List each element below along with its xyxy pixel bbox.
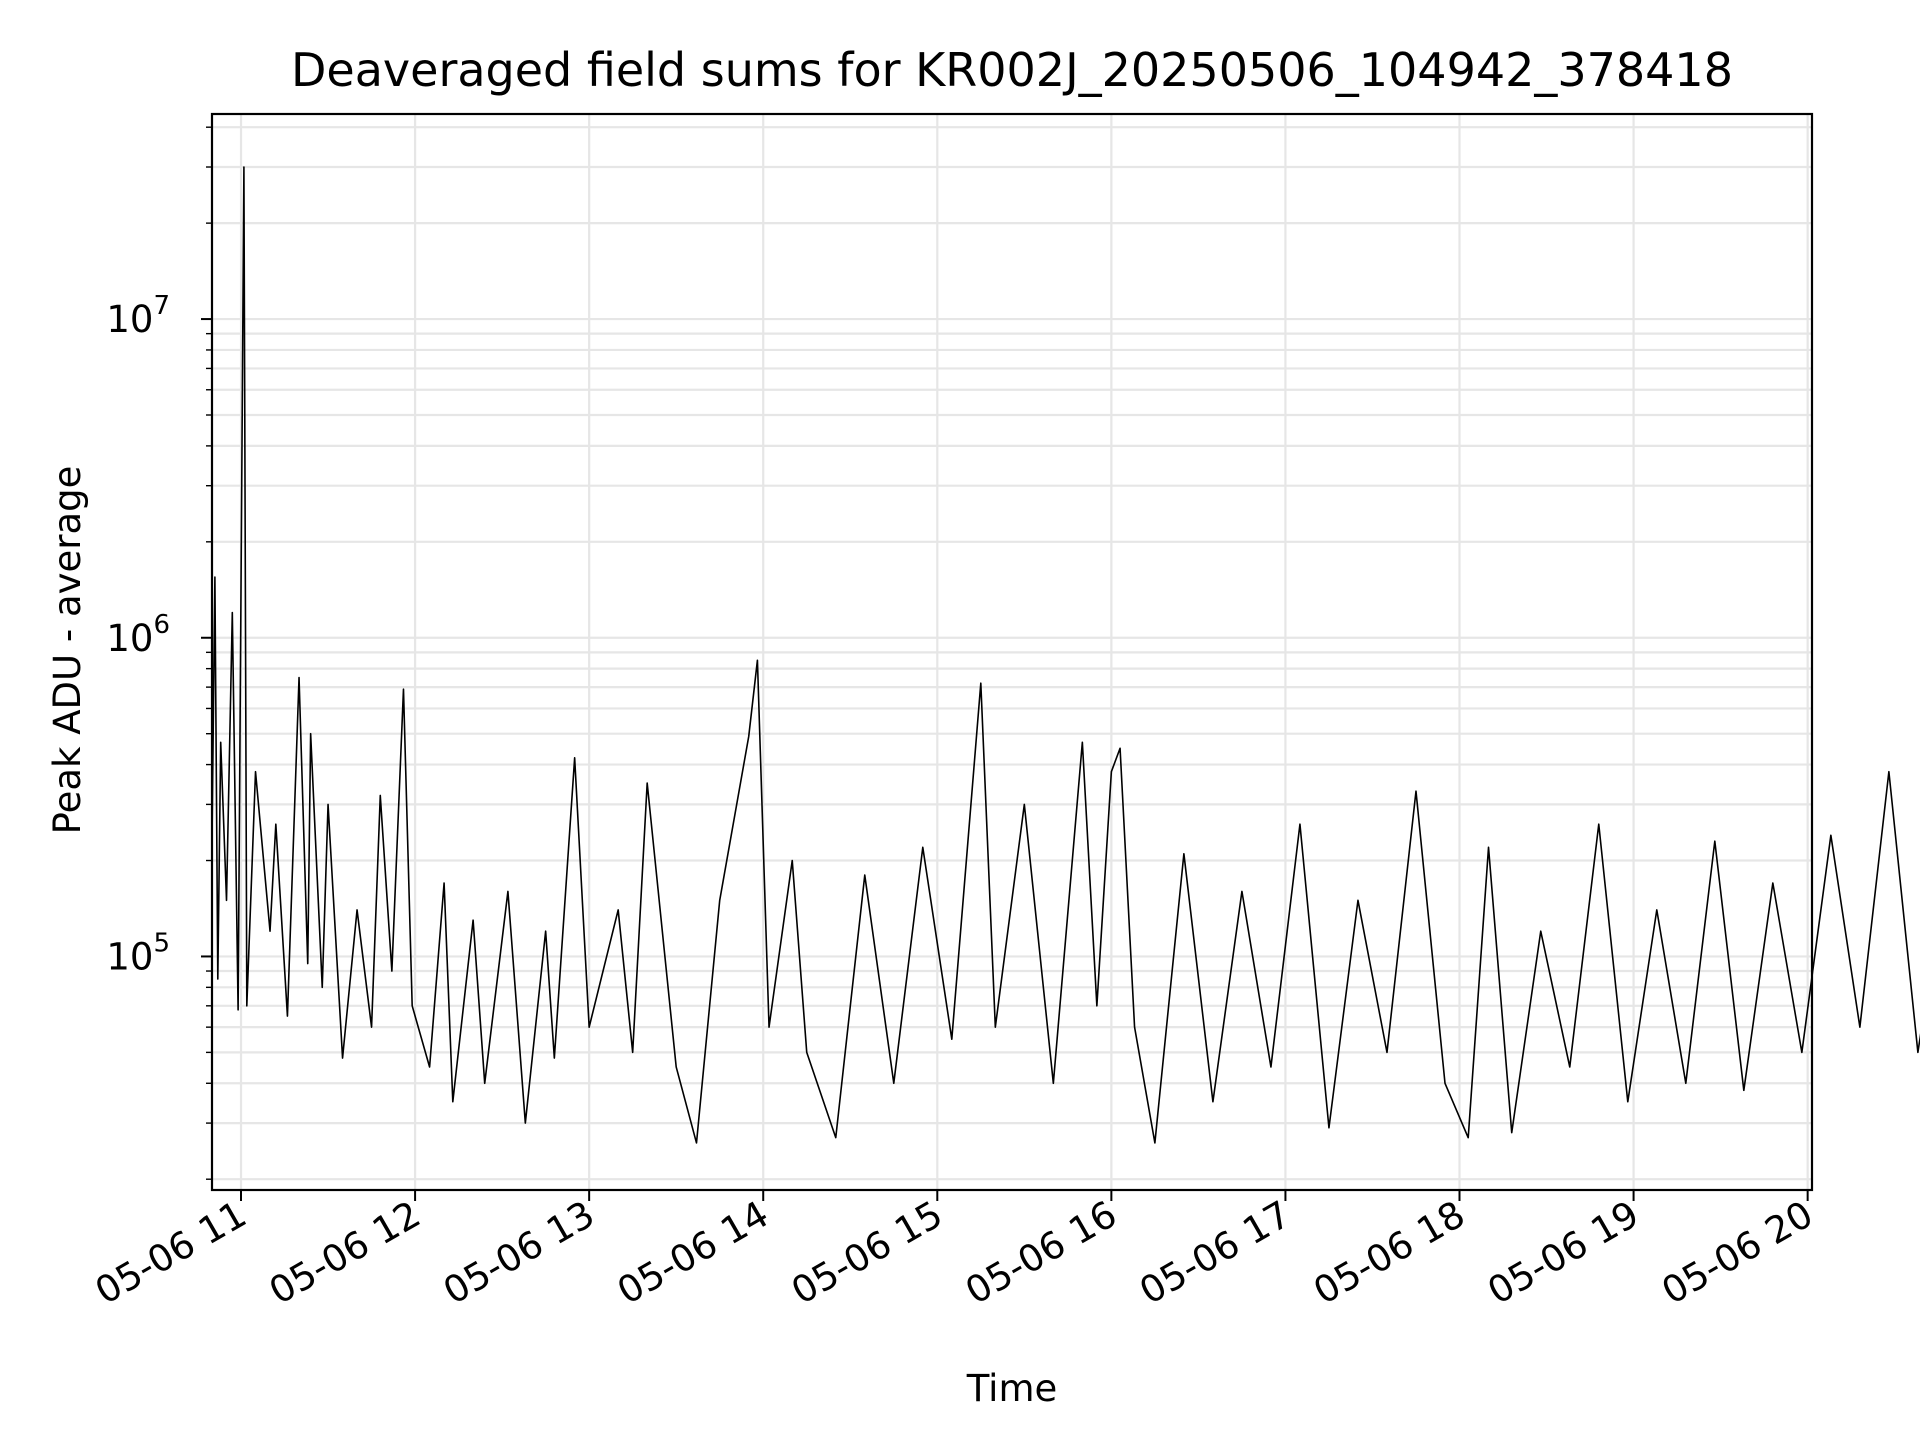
x-axis-label: Time bbox=[966, 1367, 1058, 1410]
y-tick-label: 106 bbox=[106, 610, 170, 660]
series-line bbox=[211, 166, 1920, 1144]
chart-title: Deaveraged field sums for KR002J_2025050… bbox=[291, 43, 1733, 97]
y-tick-label: 105 bbox=[106, 928, 170, 978]
grid bbox=[212, 114, 1812, 1190]
y-axis-label: Peak ADU - average bbox=[46, 466, 89, 835]
y-tick-label: 107 bbox=[106, 291, 170, 341]
series-layer bbox=[211, 166, 1920, 1144]
